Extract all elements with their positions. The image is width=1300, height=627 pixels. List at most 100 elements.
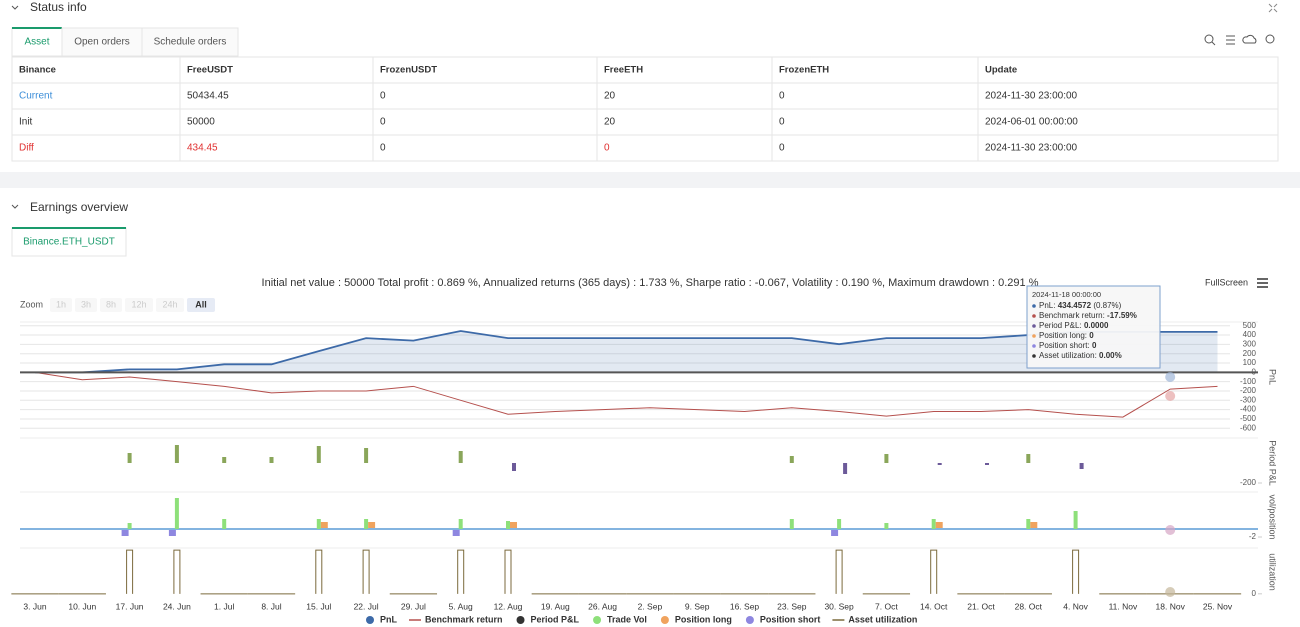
search-icon[interactable]	[1204, 34, 1214, 44]
table-header: FrozenETH	[779, 65, 829, 76]
legend-label[interactable]: Benchmark return	[425, 614, 503, 624]
legend-symbol[interactable]	[366, 616, 374, 624]
legend-label[interactable]: PnL	[380, 614, 398, 624]
bar	[458, 519, 463, 529]
zoom-button-label[interactable]: 8h	[106, 299, 116, 309]
legend-symbol[interactable]	[516, 616, 525, 624]
bar	[506, 521, 510, 529]
legend-label[interactable]: Position short	[760, 614, 821, 624]
tooltip-bullet	[1032, 334, 1036, 338]
position-marker	[831, 530, 839, 536]
tooltip-row: Position long: 0	[1039, 331, 1094, 340]
position-marker	[121, 530, 129, 536]
x-tick-label: 1. Jul	[214, 601, 234, 611]
x-tick-label: 14. Oct	[920, 601, 948, 611]
menu-icon[interactable]	[1226, 35, 1235, 45]
x-tick-label: 30. Sep	[824, 601, 854, 611]
tab-label[interactable]: Open orders	[74, 37, 130, 48]
tab-label[interactable]: Schedule orders	[154, 37, 227, 48]
bar	[937, 463, 942, 465]
zoom-button-label[interactable]: 3h	[81, 299, 91, 309]
zoom-button[interactable]	[100, 298, 122, 312]
utilization-pulse	[930, 549, 938, 594]
x-tick-label: 26. Aug	[588, 601, 617, 611]
zoom-button-label[interactable]: 1h	[56, 299, 66, 309]
bar	[789, 519, 794, 529]
bar	[316, 519, 321, 529]
tooltip-row: Period P&L: 0.0000	[1039, 321, 1109, 330]
zoom-button-label[interactable]: 12h	[131, 299, 146, 309]
y-axis-label: vol/position	[1268, 494, 1278, 539]
settings-icon[interactable]	[1265, 34, 1275, 44]
summary: Initial net value : 50000 Total profit :…	[262, 277, 1039, 289]
hover-marker	[1165, 372, 1176, 382]
section-title: Status info	[30, 0, 87, 14]
tab[interactable]	[11, 27, 63, 57]
table-cell: 20	[604, 91, 616, 102]
x-tick-label: 23. Sep	[777, 601, 807, 611]
utilization-pulse	[126, 549, 134, 594]
zoom-button[interactable]	[50, 298, 72, 312]
table-cell: 0	[779, 143, 785, 154]
cloud-icon[interactable]	[1242, 34, 1257, 44]
zoom-button-label[interactable]: 24h	[162, 299, 177, 309]
table-cell: 2024-06-01 00:00:00	[985, 117, 1078, 128]
table-header: FreeUSDT	[187, 65, 233, 76]
legend-symbol[interactable]	[593, 616, 602, 624]
bar	[985, 463, 989, 465]
table-cell: 0	[604, 143, 610, 154]
tab[interactable]	[61, 27, 143, 57]
table-cell: 0	[380, 143, 386, 154]
tab-label[interactable]: Asset	[24, 37, 49, 48]
x-tick-label: 18. Nov	[1156, 601, 1186, 611]
collapse-icon[interactable]	[11, 204, 19, 209]
legend-symbol[interactable]	[660, 616, 669, 624]
bar	[316, 446, 321, 463]
tooltip-text: 0.00%	[1099, 351, 1122, 360]
zoom-button[interactable]	[125, 298, 153, 312]
tab-label[interactable]: Binance.ETH_USDT	[23, 237, 115, 248]
section-title: Earnings overview	[30, 200, 128, 214]
legend-symbol[interactable]	[745, 616, 754, 624]
table-cell: 434.45	[187, 143, 218, 154]
table-cell: 50434.45	[187, 91, 229, 102]
position-marker	[452, 530, 460, 536]
zoom-button[interactable]	[156, 298, 184, 312]
y-tick-label: 200	[1243, 349, 1257, 358]
legend-label[interactable]: Period P&L	[531, 614, 580, 624]
chart-menu-icon[interactable]	[1257, 278, 1268, 288]
tooltip-bullet	[1032, 314, 1036, 318]
table-header: Update	[985, 65, 1017, 76]
position-marker	[1030, 522, 1038, 528]
y-tick-label: -400	[1240, 405, 1257, 414]
legend-label[interactable]: Trade Vol	[607, 614, 647, 624]
bar	[127, 453, 132, 463]
hover-marker	[1165, 525, 1176, 535]
zoom-button-label[interactable]: All	[195, 299, 207, 309]
table-cell: 20	[604, 117, 616, 128]
bar	[789, 456, 794, 463]
zoom-button[interactable]	[75, 298, 97, 312]
fullscreen-button[interactable]: FullScreen	[1205, 277, 1248, 287]
table-cell: 0	[779, 117, 785, 128]
x-tick-label: 4. Nov	[1063, 601, 1088, 611]
bar	[174, 498, 179, 529]
zoom-button[interactable]	[187, 298, 215, 312]
table-cell: 0	[779, 91, 785, 102]
legend-label[interactable]: Asset utilization	[848, 614, 917, 624]
bar	[222, 457, 227, 463]
utilization-pulse	[1072, 549, 1080, 594]
x-tick-label: 22. Jul	[354, 601, 379, 611]
y-tick-label: 500	[1243, 321, 1257, 330]
bar	[1073, 511, 1078, 529]
x-tick-label: 10. Jun	[68, 601, 96, 611]
tab[interactable]	[11, 227, 127, 257]
expand-icon[interactable]	[1268, 3, 1278, 13]
tab[interactable]	[141, 27, 239, 57]
series-line	[34, 371, 1218, 418]
collapse-icon[interactable]	[11, 5, 19, 10]
legend-label[interactable]: Position long	[675, 614, 732, 624]
table-cell: Diff	[19, 143, 34, 154]
x-tick-label: 16. Sep	[730, 601, 760, 611]
tooltip-text: (0.87%)	[1093, 301, 1121, 310]
